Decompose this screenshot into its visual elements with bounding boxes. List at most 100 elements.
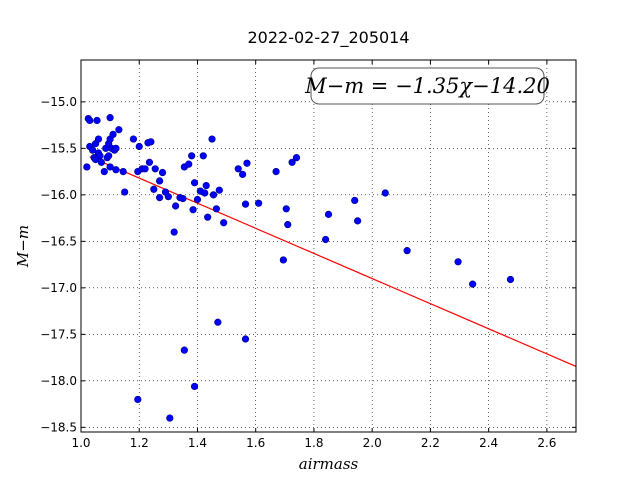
- x-tick-label: 2.0: [363, 436, 382, 450]
- x-tick-label: 1.0: [71, 436, 90, 450]
- data-point: [202, 181, 210, 190]
- data-point: [89, 146, 97, 154]
- data-point: [239, 170, 247, 178]
- data-point: [83, 163, 91, 171]
- data-point: [100, 168, 108, 176]
- data-point: [147, 138, 155, 146]
- data-point: [354, 217, 362, 225]
- data-point: [215, 186, 223, 194]
- data-point: [115, 126, 123, 134]
- data-point: [97, 158, 105, 166]
- data-point: [189, 206, 197, 214]
- fit-equation: M−m = −1.35χ−14.20: [304, 74, 550, 98]
- y-axis-label: M−m: [14, 225, 32, 268]
- data-point: [188, 152, 196, 160]
- data-point: [156, 194, 164, 202]
- data-point: [403, 247, 411, 255]
- data-point: [241, 335, 250, 343]
- data-point: [212, 205, 220, 213]
- y-tick-label: −17.0: [40, 281, 77, 295]
- fit-line: [89, 156, 577, 367]
- y-tick-label: −16.0: [40, 188, 77, 202]
- data-point: [272, 168, 280, 176]
- data-point: [214, 318, 222, 326]
- data-point: [220, 219, 228, 227]
- data-point: [284, 221, 292, 229]
- data-point: [112, 144, 120, 152]
- data-point: [179, 194, 187, 203]
- x-tick-label: 1.6: [246, 436, 265, 450]
- data-point: [209, 191, 218, 199]
- data-point: [241, 200, 250, 208]
- fit-annotation: M−m = −1.35χ−14.20: [304, 67, 550, 105]
- data-point: [150, 185, 158, 193]
- y-tick-label: −18.5: [40, 420, 77, 434]
- x-tick-label: 2.6: [537, 436, 556, 450]
- plot-frame: [80, 59, 577, 433]
- data-point: [119, 168, 127, 176]
- data-point: [321, 235, 330, 244]
- data-point: [506, 275, 515, 284]
- data-point: [135, 142, 143, 151]
- data-point: [351, 196, 359, 205]
- data-point: [185, 160, 193, 168]
- y-tick-label: −15.0: [40, 95, 77, 109]
- x-tick-label: 2.4: [479, 436, 498, 450]
- data-point: [243, 159, 251, 167]
- data-point: [121, 188, 129, 196]
- data-point: [109, 130, 117, 138]
- data-point: [208, 135, 216, 143]
- data-point: [106, 163, 114, 171]
- ticks-layer: 1.0 1.2 1.4 1.6 1.8 2.0 2.2 2.4 2.6 −15.0 −15.5 −16…: [40, 60, 576, 450]
- data-point: [105, 152, 113, 160]
- data-point: [129, 135, 138, 143]
- data-point: [134, 395, 142, 404]
- x-tick-label: 1.8: [304, 436, 323, 450]
- data-point: [193, 195, 202, 204]
- data-point: [234, 165, 242, 173]
- y-tick-label: −18.0: [40, 374, 77, 388]
- data-point: [112, 166, 120, 174]
- data-point: [94, 135, 103, 143]
- data-point: [454, 258, 462, 266]
- data-point: [141, 165, 149, 173]
- chart-title: 2022-02-27_205014: [247, 28, 409, 48]
- x-axis-label: airmass: [299, 455, 359, 473]
- fit-layer: [89, 156, 577, 367]
- x-tick-label: 1.2: [130, 436, 149, 450]
- data-point: [190, 382, 199, 391]
- y-tick-label: −17.5: [40, 327, 77, 341]
- data-point: [106, 114, 114, 122]
- data-point: [156, 177, 164, 185]
- x-tick-label: 1.4: [188, 436, 207, 450]
- data-point: [324, 210, 333, 218]
- data-point: [255, 199, 263, 207]
- data-point: [93, 116, 101, 125]
- fit-annotation-frame: [310, 67, 545, 105]
- data-point: [172, 202, 180, 210]
- y-tick-label: −15.5: [40, 141, 77, 155]
- data-point: [158, 168, 167, 177]
- data-point: [199, 152, 207, 160]
- data-point: [151, 165, 159, 173]
- data-point: [201, 189, 209, 197]
- data-point: [170, 228, 178, 236]
- data-point: [190, 179, 199, 187]
- data-point: [180, 346, 188, 354]
- data-point: [204, 213, 212, 221]
- data-point: [469, 280, 477, 288]
- data-point: [145, 158, 154, 166]
- data-point: [164, 193, 172, 201]
- data-point: [96, 152, 104, 160]
- data-point: [381, 189, 389, 197]
- y-tick-label: −16.5: [40, 234, 77, 248]
- data-point: [166, 414, 174, 422]
- data-point: [86, 116, 94, 125]
- data-point: [288, 158, 296, 166]
- data-point: [282, 205, 290, 213]
- data-point: [279, 256, 287, 264]
- points-layer: [83, 114, 515, 422]
- x-tick-label: 2.2: [421, 436, 440, 450]
- data-point: [292, 154, 301, 162]
